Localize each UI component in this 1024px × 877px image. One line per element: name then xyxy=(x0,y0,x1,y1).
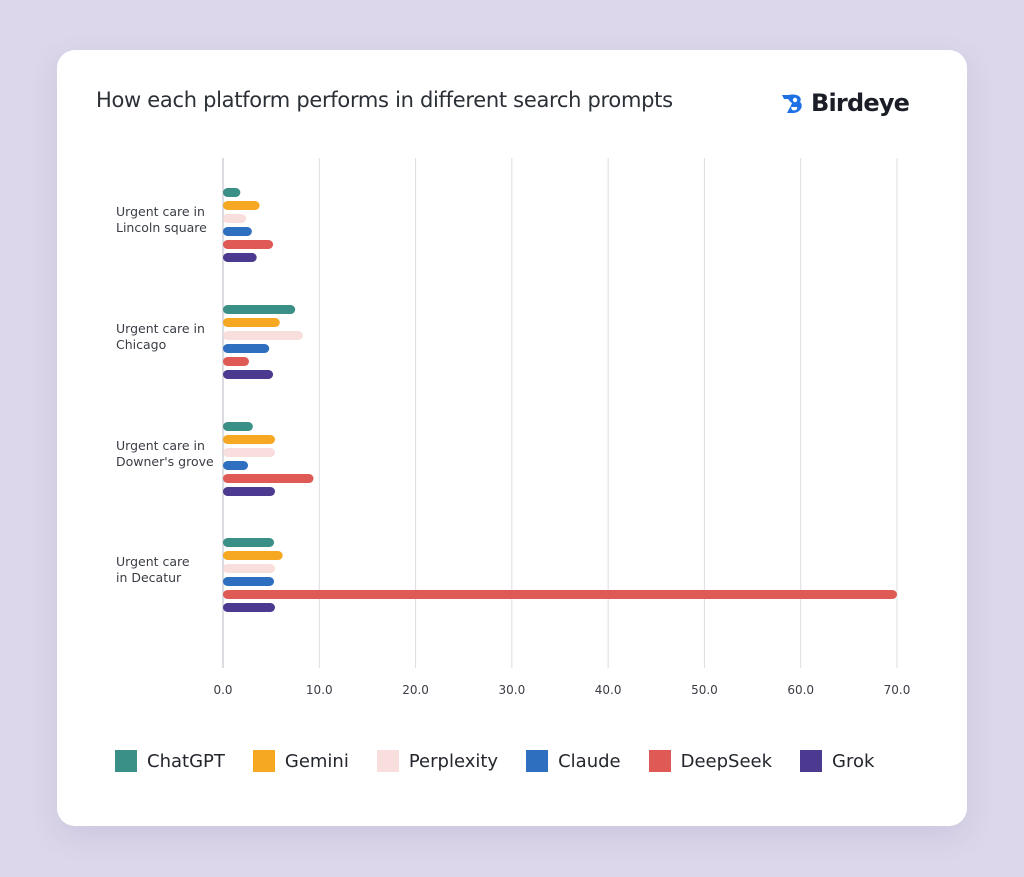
legend-label: Gemini xyxy=(284,750,349,772)
category-label: Chicago xyxy=(116,337,166,352)
bar-grok-3 xyxy=(223,603,275,612)
x-tick-label: 60.0 xyxy=(787,683,814,697)
bar-gemini-2 xyxy=(223,435,275,444)
category-label: Urgent care in xyxy=(116,204,205,219)
bar-gemini-0 xyxy=(223,201,260,210)
bar-deepseek-1 xyxy=(223,357,249,366)
category-label: in Decatur xyxy=(116,570,182,585)
legend-label: ChatGPT xyxy=(147,750,225,772)
chart-card: How each platform performs in different … xyxy=(57,50,967,826)
x-tick-label: 50.0 xyxy=(691,683,718,697)
x-tick-label: 0.0 xyxy=(213,683,232,697)
legend-swatch xyxy=(800,750,823,772)
chart-title: How each platform performs in different … xyxy=(96,88,673,112)
x-tick-label: 20.0 xyxy=(402,683,429,697)
bar-deepseek-3 xyxy=(223,590,897,599)
birdeye-logo-icon xyxy=(782,94,802,113)
bar-chart: 0.0 10.0 20.0 30.0 40.0 50.0 60.0 70.0 Urgent ca… xyxy=(116,158,911,697)
legend-item-claude: Claude xyxy=(526,750,621,772)
bar-claude-2 xyxy=(223,461,249,470)
bar-claude-3 xyxy=(223,577,275,586)
category-label: Lincoln square xyxy=(116,220,207,235)
legend-swatch xyxy=(648,750,671,772)
legend-swatch xyxy=(252,750,275,772)
category-label: Downer's grove xyxy=(116,454,214,469)
bar-deepseek-2 xyxy=(223,474,314,483)
bar-chatgpt-3 xyxy=(223,538,275,547)
bar-gemini-1 xyxy=(223,318,280,327)
legend-label: DeepSeek xyxy=(680,750,773,772)
chart-legend: ChatGPT Gemini Perplexity Claude DeepSeek Gro… xyxy=(115,750,902,772)
bar-deepseek-0 xyxy=(223,240,274,249)
legend-swatch xyxy=(526,750,549,772)
bar-claude-1 xyxy=(223,344,270,353)
x-tick-label: 30.0 xyxy=(498,683,525,697)
legend-item-grok: Grok xyxy=(800,750,874,772)
legend-label: Perplexity xyxy=(408,750,499,772)
legend-swatch xyxy=(376,750,399,772)
bar-chatgpt-0 xyxy=(223,188,241,197)
bar-perplexity-3 xyxy=(223,564,275,573)
x-tick-label: 70.0 xyxy=(884,683,911,697)
legend-label: Claude xyxy=(558,750,621,772)
legend-item-deepseek: DeepSeek xyxy=(648,750,773,772)
legend-swatch xyxy=(115,750,137,772)
bar-perplexity-1 xyxy=(223,331,303,340)
category-label: Urgent care xyxy=(116,554,190,569)
brand-logo: Birdeye xyxy=(779,83,910,123)
bar-grok-2 xyxy=(223,487,275,496)
bar-grok-1 xyxy=(223,370,274,379)
x-tick-label: 10.0 xyxy=(306,683,333,697)
category-label: Urgent care in xyxy=(116,438,205,453)
legend-item-chatgpt: ChatGPT xyxy=(115,750,225,772)
bar-chatgpt-1 xyxy=(223,305,296,314)
bar-chatgpt-2 xyxy=(223,422,253,431)
bar-perplexity-0 xyxy=(223,214,247,223)
legend-item-perplexity: Perplexity xyxy=(376,750,499,772)
brand-name: Birdeye xyxy=(811,89,910,117)
category-label: Urgent care in xyxy=(116,321,205,336)
legend-label: Grok xyxy=(832,750,875,772)
bar-claude-0 xyxy=(223,227,252,236)
legend-item-gemini: Gemini xyxy=(252,750,349,772)
bar-perplexity-2 xyxy=(223,448,275,457)
x-tick-label: 40.0 xyxy=(595,683,622,697)
bar-grok-0 xyxy=(223,253,257,262)
bar-gemini-3 xyxy=(223,551,283,560)
